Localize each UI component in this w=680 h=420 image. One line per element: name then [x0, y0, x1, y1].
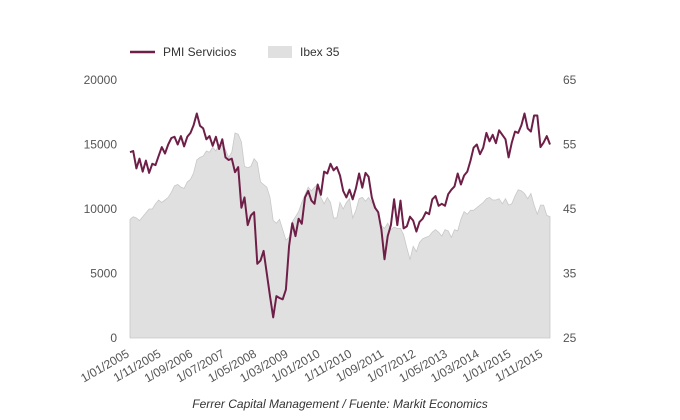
- y-right-tick-label: 65: [563, 73, 577, 87]
- y-left-tick-label: 20000: [84, 73, 118, 87]
- ibex-35-area: [129, 132, 551, 339]
- y-left-tick-label: 15000: [84, 138, 118, 152]
- y-right-tick-label: 35: [563, 267, 577, 281]
- plot-area: [129, 112, 551, 339]
- source-note: Ferrer Capital Management / Fuente: Mark…: [192, 397, 487, 411]
- legend: PMI Servicios Ibex 35: [130, 45, 340, 59]
- y-left-tick-label: 5000: [90, 267, 117, 281]
- y-right-tick-label: 45: [563, 202, 577, 216]
- legend-ibex-swatch: [268, 46, 292, 58]
- y-left-tick-label: 10000: [84, 202, 118, 216]
- legend-pmi-label: PMI Servicios: [163, 45, 236, 59]
- legend-ibex-label: Ibex 35: [300, 45, 340, 59]
- pmi-servicios-line: [129, 112, 551, 319]
- y-left-tick-label: 0: [110, 331, 117, 345]
- y-right-tick-label: 25: [563, 331, 577, 345]
- y-right-tick-label: 55: [563, 138, 577, 152]
